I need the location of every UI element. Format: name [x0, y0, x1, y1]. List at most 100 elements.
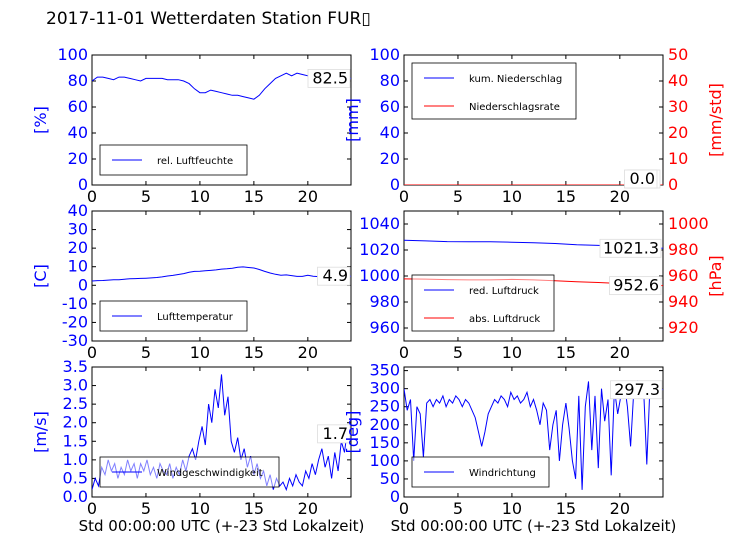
- wind_speed-ytick-label: 1.5: [63, 431, 88, 450]
- wind_speed-ytick-label: 3.0: [63, 376, 88, 395]
- temperature-xtick-label: 0: [87, 343, 97, 362]
- wind_direction-xlabel: Std 00:00:00 UTC (+-23 Std Lokalzeit): [391, 517, 677, 535]
- humidity-xtick-label: 5: [141, 187, 151, 206]
- precipitation-ylabel: [mm]: [343, 98, 362, 142]
- wind_direction-xtick-label: 5: [453, 499, 463, 518]
- wind_direction-axes-frame: [403, 366, 664, 498]
- wind_speed-value-label: 1.7: [323, 424, 348, 443]
- pressure-y2tick-label: 980: [668, 240, 699, 259]
- precipitation-legend-box: [411, 62, 577, 120]
- humidity-xtick-label: 10: [190, 187, 210, 206]
- humidity-xtick-label: 20: [298, 187, 318, 206]
- precipitation-xtick-label: 0: [399, 187, 409, 206]
- precipitation-ytick-label: 100: [369, 45, 400, 64]
- precipitation-xtick-label: 15: [556, 187, 576, 206]
- pressure-legend-box: [411, 274, 555, 332]
- temperature-xtick-label: 20: [298, 343, 318, 362]
- temperature-ylabel: [C]: [31, 264, 50, 288]
- humidity-ytick-label: 40: [68, 123, 88, 142]
- pressure-y2tick-label: 940: [668, 292, 699, 311]
- pressure-xtick-label: 15: [556, 343, 576, 362]
- humidity-ylabel: [%]: [31, 106, 50, 134]
- precipitation-legend-label-1: Niederschlagsrate: [469, 102, 560, 113]
- wind_speed-axes-frame: [91, 366, 352, 498]
- precipitation-y2tick-label: 0: [668, 175, 678, 194]
- pressure-value-label: 1021.3: [603, 238, 659, 257]
- wind_speed-xtick-label: 20: [298, 499, 318, 518]
- wind_direction-xtick-label: 20: [610, 499, 630, 518]
- pressure-xtick-label: 5: [453, 343, 463, 362]
- temperature-ytick-label: 40: [68, 201, 88, 220]
- precipitation-xtick-label: 5: [453, 187, 463, 206]
- humidity-ytick-label: 20: [68, 149, 88, 168]
- wind_speed-xtick-label: 0: [87, 499, 97, 518]
- wind_direction-ytick-label: 150: [369, 433, 400, 452]
- temperature-value-label: 4.9: [323, 266, 348, 285]
- temperature-series-line-0: [92, 266, 351, 282]
- pressure-value-label-2-box: [609, 276, 662, 296]
- precipitation-ytick-label: 20: [380, 149, 400, 168]
- humidity-ytick-label: 60: [68, 97, 88, 116]
- humidity-axes-frame: [91, 54, 352, 186]
- wind_direction-xtick-label: 10: [502, 499, 522, 518]
- wind_speed-ytick-label: 2.0: [63, 413, 88, 432]
- humidity-value-label-box: [307, 69, 351, 88]
- wind_direction-value-label: 297.3: [614, 380, 660, 399]
- wind_direction-xtick-label: 0: [399, 499, 409, 518]
- wind_speed-ytick-label: 0.5: [63, 468, 88, 487]
- wind_speed-ytick-label: 2.5: [63, 394, 88, 413]
- wind_speed-xtick-label: 15: [244, 499, 264, 518]
- precipitation-ytick-label: 80: [380, 71, 400, 90]
- temperature-ytick-label: -30: [62, 331, 88, 350]
- humidity-xtick-label: 0: [87, 187, 97, 206]
- pressure-ytick-label: 1040: [359, 214, 400, 233]
- pressure-xtick-label: 10: [502, 343, 522, 362]
- wind_speed-ytick-label: 0.0: [63, 487, 88, 506]
- humidity-xtick-label: 15: [244, 187, 264, 206]
- wind_speed-ylabel: [m/s]: [31, 411, 50, 453]
- pressure-y2label: [hPa]: [706, 255, 725, 296]
- figure-title: 2017-11-01 Wetterdaten Station FUR▯: [46, 9, 371, 29]
- humidity-legend-label-0: rel. Luftfeuchte: [157, 156, 233, 167]
- temperature-ytick-label: -20: [62, 312, 88, 331]
- temperature-xtick-label: 10: [190, 343, 210, 362]
- wind_speed-legend-label-0: Windgeschwindigkeit: [157, 468, 263, 479]
- wind_direction-value-label-box: [610, 380, 663, 400]
- pressure-ytick-label: 980: [369, 292, 400, 311]
- wind_speed-value-label-box: [317, 424, 351, 444]
- temperature-ytick-label: 0: [78, 275, 88, 294]
- precipitation-y2tick-label: 50: [668, 45, 688, 64]
- wind_speed-xtick-label: 10: [190, 499, 210, 518]
- precipitation-y2tick-label: 40: [668, 71, 688, 90]
- wind_direction-ytick-label: 250: [369, 397, 400, 416]
- pressure-y2tick-label: 1000: [668, 214, 709, 233]
- wind_direction-ytick-label: 350: [369, 361, 400, 380]
- wind_speed-xtick-label: 5: [141, 499, 151, 518]
- humidity-ytick-label: 0: [78, 175, 88, 194]
- precipitation-xtick-label: 20: [610, 187, 630, 206]
- pressure-ytick-label: 960: [369, 318, 400, 337]
- pressure-y2tick-label: 920: [668, 318, 699, 337]
- pressure-legend-label-1: abs. Luftdruck: [469, 314, 540, 325]
- wind_direction-legend-label-0: Windrichtung: [469, 468, 536, 479]
- pressure-value-label-2: 952.6: [613, 276, 659, 295]
- pressure-y2tick-label: 960: [668, 266, 699, 285]
- temperature-legend-label-0: Lufttemperatur: [157, 312, 234, 323]
- wind_direction-ytick-label: 50: [380, 469, 400, 488]
- pressure-ytick-label: 1000: [359, 266, 400, 285]
- precipitation-ytick-label: 0: [390, 175, 400, 194]
- pressure-legend-label-0: red. Luftdruck: [469, 286, 539, 297]
- wind_speed-xlabel: Std 00:00:00 UTC (+-23 Std Lokalzeit): [79, 517, 365, 535]
- precipitation-y2label: [mm/std]: [706, 83, 725, 157]
- precipitation-y2tick-label: 30: [668, 97, 688, 116]
- pressure-xtick-label: 0: [399, 343, 409, 362]
- wind_direction-ylabel: [deg]: [343, 411, 362, 454]
- wind_direction-ytick-label: 300: [369, 379, 400, 398]
- temperature-xtick-label: 5: [141, 343, 151, 362]
- precipitation-legend-label-0: kum. Niederschlag: [469, 74, 562, 85]
- pressure-ytick-label: 1020: [359, 240, 400, 259]
- precipitation-xtick-label: 10: [502, 187, 522, 206]
- wind_direction-xtick-label: 15: [556, 499, 576, 518]
- temperature-ytick-label: -10: [62, 294, 88, 313]
